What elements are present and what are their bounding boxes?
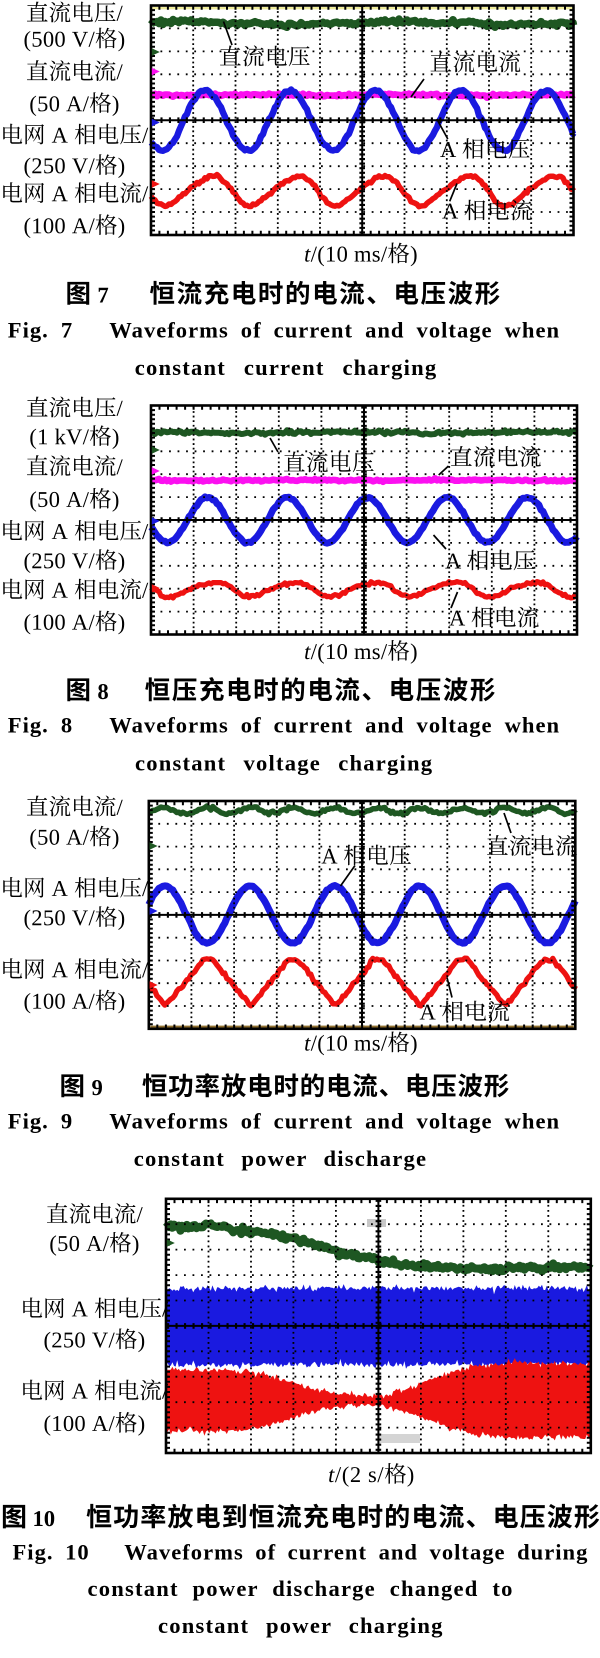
svg-text:constant power discharge: constant power discharge [134,1146,427,1171]
svg-text:Fig. 8 Waveforms of current: Fig. 8 Waveforms of current and voltage … [8,713,560,738]
svg-text:constant current charging: constant current charging [135,355,438,380]
svg-text:Fig. 10 Waveforms of current: Fig. 10 Waveforms of current and voltage… [13,1540,589,1565]
svg-text:Fig. 9 Waveforms of current: Fig. 9 Waveforms of current and voltage … [8,1109,560,1134]
svg-text:constant power charging: constant power charging [158,1613,444,1638]
svg-text:Fig. 7 Waveforms of current: Fig. 7 Waveforms of current and voltage … [8,318,560,343]
svg-text:constant power discharge chang: constant power discharge changed to [88,1576,514,1601]
svg-text:constant voltage charging: constant voltage charging [135,751,433,776]
